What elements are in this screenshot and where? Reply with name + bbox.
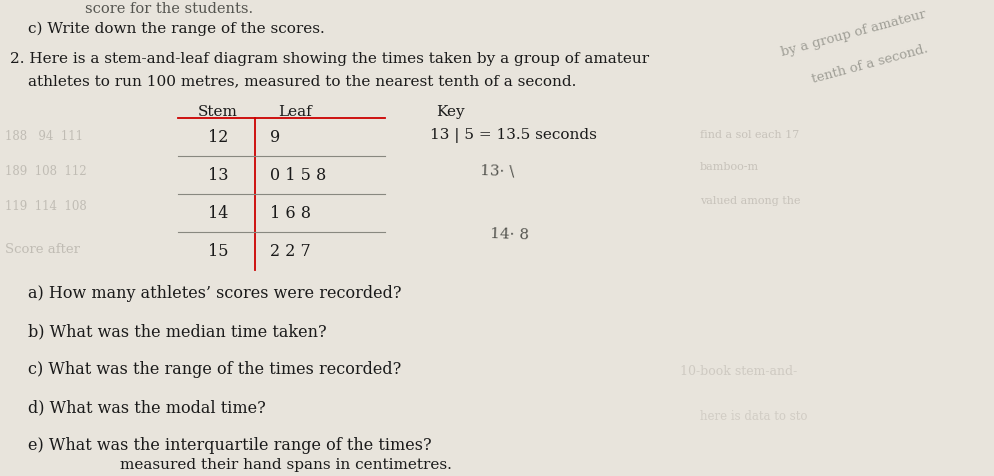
Text: 12: 12 bbox=[208, 129, 228, 146]
Text: 10-book stem-and-: 10-book stem-and- bbox=[679, 365, 796, 378]
Text: 13 | 5 = 13.5 seconds: 13 | 5 = 13.5 seconds bbox=[429, 128, 596, 143]
Text: score for the students.: score for the students. bbox=[84, 2, 252, 16]
Text: here is data to sto: here is data to sto bbox=[700, 410, 807, 423]
Text: find a sol each 17: find a sol each 17 bbox=[700, 130, 798, 140]
Text: Score after: Score after bbox=[5, 243, 80, 256]
Text: 2 2 7: 2 2 7 bbox=[269, 242, 310, 259]
Text: 15: 15 bbox=[208, 242, 228, 259]
Text: 189  108  112: 189 108 112 bbox=[5, 165, 86, 178]
Text: 188   94  111: 188 94 111 bbox=[5, 130, 83, 143]
Text: e) What was the interquartile range of the times?: e) What was the interquartile range of t… bbox=[28, 437, 431, 454]
Text: 0 1 5 8: 0 1 5 8 bbox=[269, 167, 326, 184]
Text: Stem: Stem bbox=[198, 105, 238, 119]
Text: 2. Here is a stem-and-leaf diagram showing the times taken by a group of amateur: 2. Here is a stem-and-leaf diagram showi… bbox=[10, 52, 648, 66]
Text: 13· \: 13· \ bbox=[479, 164, 514, 179]
Text: Leaf: Leaf bbox=[278, 105, 311, 119]
Text: tenth of a second.: tenth of a second. bbox=[809, 42, 928, 86]
Text: 1 6 8: 1 6 8 bbox=[269, 205, 311, 221]
Text: 14· 8: 14· 8 bbox=[489, 227, 529, 242]
Text: c) What was the range of the times recorded?: c) What was the range of the times recor… bbox=[28, 361, 401, 378]
Text: b) What was the median time taken?: b) What was the median time taken? bbox=[28, 323, 326, 340]
Text: 119  114  108: 119 114 108 bbox=[5, 200, 86, 213]
Text: valued among the: valued among the bbox=[700, 196, 800, 206]
Text: measured their hand spans in centimetres.: measured their hand spans in centimetres… bbox=[120, 458, 451, 472]
Text: bamboo-m: bamboo-m bbox=[700, 162, 758, 172]
Text: by a group of amateur: by a group of amateur bbox=[779, 8, 927, 60]
Text: d) What was the modal time?: d) What was the modal time? bbox=[28, 399, 265, 416]
Text: athletes to run 100 metres, measured to the nearest tenth of a second.: athletes to run 100 metres, measured to … bbox=[28, 74, 576, 88]
Text: 13: 13 bbox=[208, 167, 228, 184]
Text: 14: 14 bbox=[208, 205, 228, 221]
Text: 9: 9 bbox=[269, 129, 280, 146]
Text: Key: Key bbox=[435, 105, 464, 119]
Text: c) Write down the range of the scores.: c) Write down the range of the scores. bbox=[28, 22, 324, 36]
Text: a) How many athletes’ scores were recorded?: a) How many athletes’ scores were record… bbox=[28, 285, 402, 302]
